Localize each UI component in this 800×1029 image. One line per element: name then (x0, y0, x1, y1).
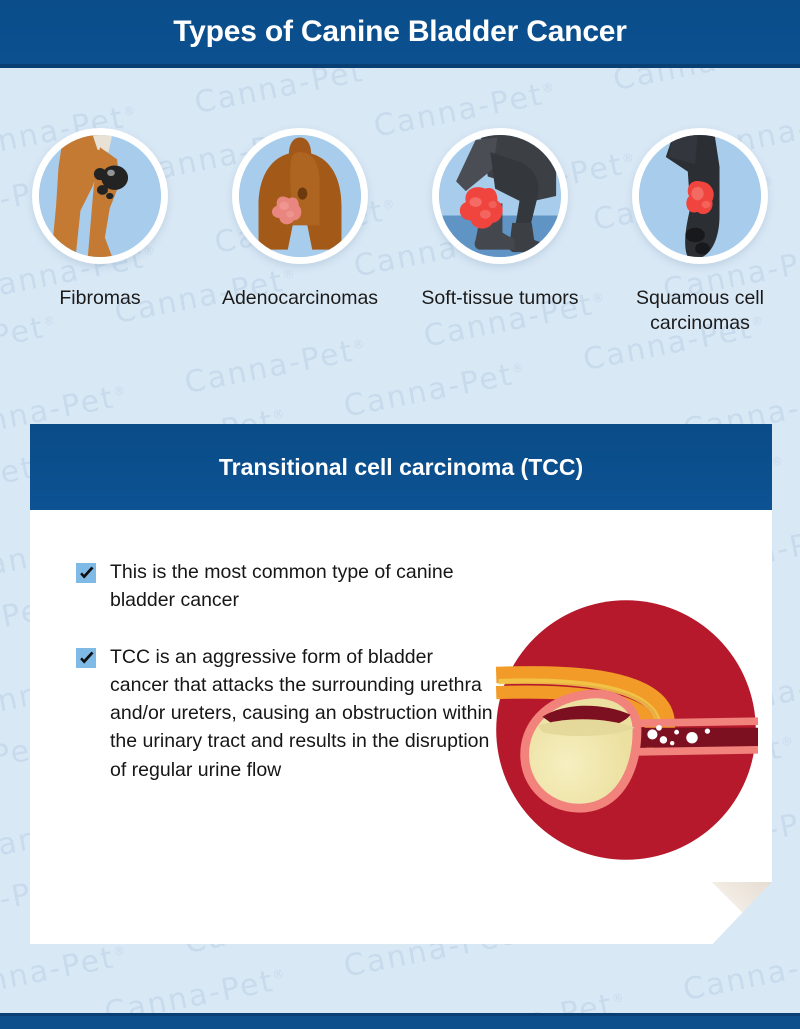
cancer-types-row: Fibromas Adenocarcinomas (0, 128, 800, 337)
page-title: Types of Canine Bladder Cancer (173, 15, 627, 48)
checkmark-icon (76, 563, 96, 583)
dog-leg-with-dark-lumps-icon (39, 135, 161, 257)
icon-circle (232, 128, 368, 264)
dog-rear-with-pink-tumor-icon (239, 135, 361, 257)
cancer-type-label: Soft-tissue tumors (421, 287, 579, 309)
cancer-type-label: Fibromas (59, 287, 141, 309)
tcc-card: Transitional cell carcinoma (TCC) This i… (30, 424, 772, 944)
cancer-type-item[interactable]: Fibromas (0, 128, 200, 337)
tcc-card-title: Transitional cell carcinoma (TCC) (218, 453, 584, 480)
dog-hindquarters-with-red-tumor-icon (439, 135, 561, 257)
dog-tail-with-red-tumor-icon (639, 135, 761, 257)
cancer-type-item[interactable]: Adenocarcinomas (200, 128, 400, 337)
page-header: Types of Canine Bladder Cancer (0, 0, 800, 68)
list-item-text: TCC is an aggressive form of bladder can… (110, 645, 493, 781)
icon-circle (432, 128, 568, 264)
cancer-type-label: Squamous cell carcinomas (636, 287, 764, 335)
tcc-card-body: This is the most common type of canine b… (30, 510, 772, 944)
list-item: TCC is an aggressive form of bladder can… (76, 643, 496, 784)
cancer-type-label: Adenocarcinomas (221, 287, 379, 309)
cancer-type-item[interactable]: Soft-tissue tumors (400, 128, 600, 337)
bladder-cross-section-illustration (494, 598, 758, 862)
icon-circle (32, 128, 168, 264)
list-item-text: This is the most common type of canine b… (110, 561, 454, 612)
page-footer (0, 1013, 800, 1029)
icon-circle (632, 128, 768, 264)
cancer-type-item[interactable]: Squamous cell carcinomas (600, 128, 800, 337)
checkmark-icon (76, 647, 96, 668)
tcc-card-header: Transitional cell carcinoma (TCC) (30, 424, 772, 510)
list-item: This is the most common type of canine b… (76, 558, 496, 615)
tcc-bullet-list: This is the most common type of canine b… (76, 558, 496, 784)
